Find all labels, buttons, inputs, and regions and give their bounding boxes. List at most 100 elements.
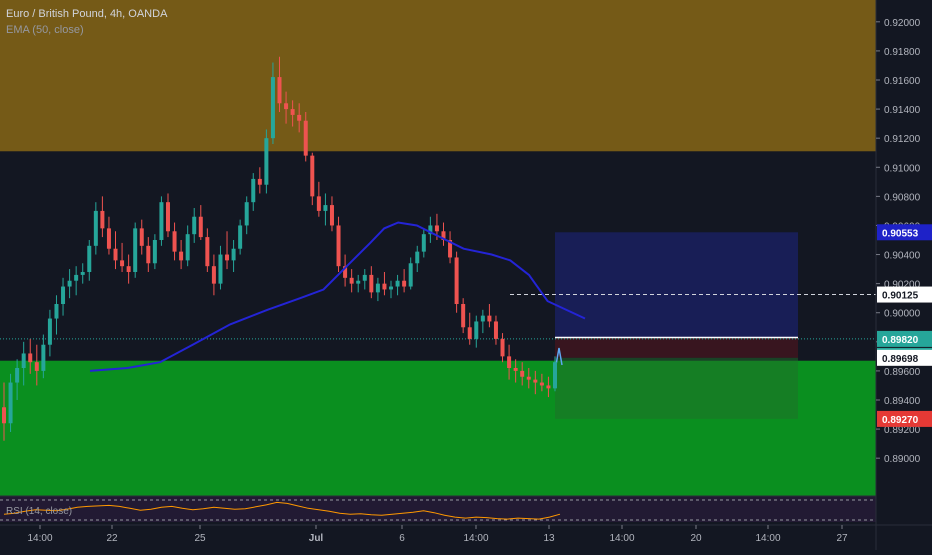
ema-legend[interactable]: EMA (50, close)	[6, 24, 84, 36]
price-axis[interactable]	[876, 0, 932, 550]
stop-box[interactable]	[555, 357, 798, 419]
candle-body	[474, 321, 479, 339]
candle-body	[402, 280, 407, 287]
candle-body	[113, 248, 118, 261]
candle-body	[336, 225, 341, 267]
candle-body	[290, 109, 295, 115]
candle-body	[343, 266, 348, 278]
candle-body	[100, 210, 105, 229]
candle-body	[8, 382, 13, 424]
candle-body	[15, 368, 20, 383]
candle-body	[133, 228, 138, 272]
stop-price-label-bg[interactable]	[877, 410, 932, 427]
time-tick-label: 14:00	[755, 533, 780, 544]
candle-body	[61, 286, 66, 304]
candle-body	[34, 362, 39, 371]
time-tick-label: 6	[399, 533, 405, 544]
price-tick-label: 0.89400	[884, 396, 921, 407]
price-tick-label: 0.89000	[884, 454, 921, 465]
entry-price-label-bg[interactable]	[877, 349, 932, 366]
price-tick-label: 0.89600	[884, 367, 921, 378]
current-price-label[interactable]: 0.89820	[882, 335, 919, 346]
price-tick-label: 0.91600	[884, 76, 921, 87]
rsi-layer	[0, 496, 876, 522]
level-price-label-bg[interactable]	[877, 286, 932, 303]
candle-body	[408, 263, 413, 287]
candle-body	[434, 225, 439, 232]
stop-price-label[interactable]: 0.89270	[882, 415, 919, 426]
candle-body	[205, 237, 210, 267]
candle-body	[284, 103, 289, 110]
candle-body	[159, 202, 164, 240]
candle-body	[152, 240, 157, 264]
time-tick-label: 14:00	[609, 533, 634, 544]
candle-body	[520, 370, 525, 377]
candle-body	[323, 205, 328, 211]
candle-body	[421, 234, 426, 252]
candle-body	[2, 407, 6, 424]
candle-body	[165, 202, 170, 232]
time-tick-label: 14:00	[27, 533, 52, 544]
time-tick-label: 13	[543, 533, 555, 544]
candle-body	[264, 138, 269, 185]
time-tick-label: 20	[690, 533, 702, 544]
candle-body	[74, 274, 79, 281]
candles-layer	[2, 56, 557, 441]
candle-body	[546, 385, 551, 389]
candle-body	[487, 315, 492, 322]
candle-body	[467, 327, 472, 339]
target-box[interactable]	[555, 232, 798, 338]
candle-body	[185, 234, 190, 261]
candle-body	[41, 344, 46, 371]
candle-body	[500, 338, 505, 357]
candle-body	[493, 321, 498, 339]
supply-zone	[0, 0, 876, 152]
candle-body	[270, 77, 275, 139]
candle-body	[126, 266, 131, 272]
candle-body	[441, 231, 446, 240]
candle-body	[297, 114, 302, 121]
candle-body	[480, 315, 485, 322]
candle-body	[362, 274, 367, 281]
candle-body	[238, 225, 243, 249]
time-tick-label: 27	[836, 533, 848, 544]
rsi-legend[interactable]: RSI (14, close)	[6, 506, 73, 517]
candle-body	[179, 251, 184, 261]
candle-body	[539, 382, 544, 386]
risk-box[interactable]	[555, 337, 798, 358]
price-tick-label: 0.90200	[884, 280, 921, 291]
candle-body	[231, 248, 236, 261]
candle-body	[526, 376, 531, 380]
candle-body	[28, 353, 33, 363]
candle-body	[67, 280, 72, 287]
candle-body	[54, 304, 59, 319]
candle-body	[428, 225, 433, 235]
position-layer[interactable]	[0, 232, 876, 419]
candle-body	[389, 286, 394, 290]
candle-body	[192, 216, 197, 235]
rsi-line	[3, 501, 561, 520]
candle-body	[382, 283, 387, 290]
target-price-label-bg[interactable]	[877, 224, 932, 241]
candle-body	[395, 280, 400, 287]
price-tick-label: 0.90000	[884, 309, 921, 320]
time-tick-label: 14:00	[463, 533, 488, 544]
candle-body	[244, 202, 249, 226]
level-price-label[interactable]: 0.90125	[882, 291, 919, 302]
target-price-label[interactable]: 0.90553	[882, 228, 919, 239]
ema-line	[89, 221, 586, 372]
symbol-legend[interactable]: Euro / British Pound, 4h, OANDA	[6, 8, 168, 20]
candle-body	[146, 245, 151, 264]
candle-body	[211, 266, 216, 284]
candle-body	[87, 245, 92, 272]
candle-body	[533, 379, 538, 383]
price-tick-label: 0.91400	[884, 105, 921, 116]
entry-price-label[interactable]: 0.89698	[882, 354, 919, 365]
current-price-label-bg[interactable]	[877, 330, 932, 347]
price-tick-label: 0.91200	[884, 134, 921, 145]
candle-body	[80, 272, 85, 275]
candle-body	[507, 356, 512, 368]
